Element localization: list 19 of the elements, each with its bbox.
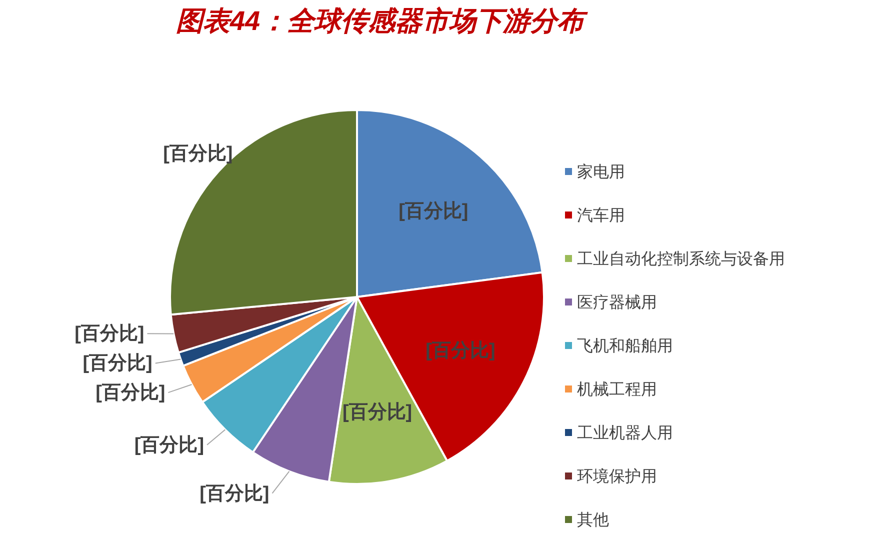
legend-label: 工业自动化控制系统与设备用 (577, 250, 785, 268)
legend-label: 家电用 (577, 163, 625, 181)
data-label: [百分比] (96, 382, 166, 404)
data-label: [百分比] (163, 142, 233, 164)
legend-label: 其他 (577, 511, 609, 529)
data-label: [百分比] (82, 352, 152, 374)
data-label: [百分比] (342, 401, 412, 424)
data-label: [百分比] (398, 200, 468, 222)
data-label: [百分比] (200, 482, 270, 504)
legend-label: 工业机器人用 (577, 424, 673, 442)
legend-label: 环境保护用 (577, 468, 657, 486)
data-label: [百分比] (134, 434, 204, 456)
legend-label: 汽车用 (577, 206, 625, 224)
legend-label: 机械工程用 (577, 380, 657, 398)
chart-title: 图表44：全球传感器市场下游分布 (176, 6, 588, 36)
data-label: [百分比] (426, 339, 496, 362)
data-label: [百分比] (74, 322, 144, 345)
legend-label: 医疗器械用 (577, 294, 657, 312)
legend-label: 飞机和船舶用 (577, 337, 673, 355)
